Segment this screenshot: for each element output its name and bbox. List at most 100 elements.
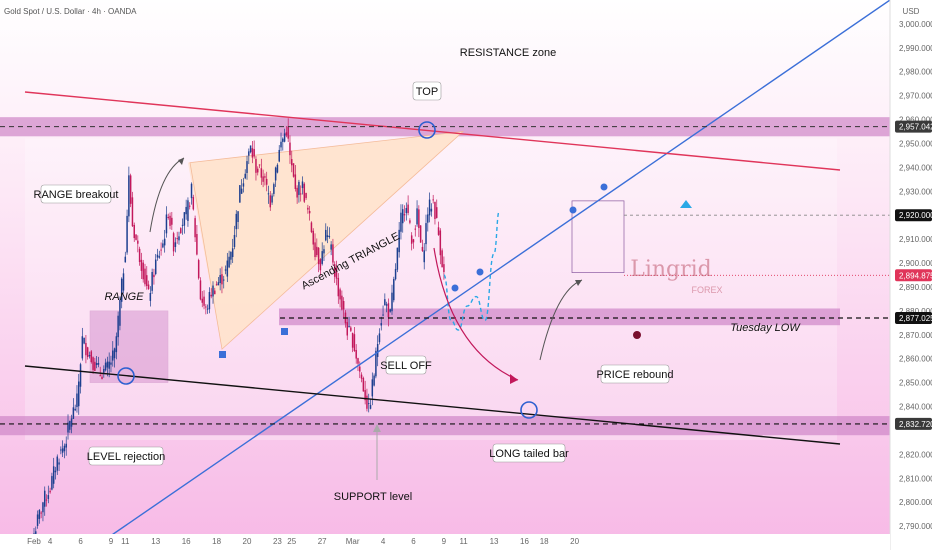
candle-body xyxy=(276,164,279,173)
candle-body xyxy=(414,228,417,230)
x-tick-label: 20 xyxy=(570,537,579,546)
candle-body xyxy=(106,361,109,368)
candle-body xyxy=(133,224,135,239)
support-level-label: SUPPORT level xyxy=(334,491,412,503)
candle-body xyxy=(437,227,440,235)
candle-body xyxy=(328,236,331,238)
candle-body xyxy=(307,207,309,210)
trendline-touch-dot xyxy=(451,284,459,292)
candle-body xyxy=(341,295,343,310)
candle-body xyxy=(317,247,320,265)
y-tick-label: 2,800.000 xyxy=(899,498,932,507)
candle-body xyxy=(60,449,62,451)
candle-body xyxy=(221,274,223,285)
candle-body xyxy=(153,274,155,278)
candle-body xyxy=(226,260,229,277)
candle-body xyxy=(278,149,280,162)
eye-marker xyxy=(633,331,641,339)
candle-body xyxy=(258,164,261,166)
candle-body xyxy=(369,404,372,409)
candle-body xyxy=(357,358,359,364)
candle-body xyxy=(296,187,298,198)
candle-body xyxy=(131,197,134,227)
candle-body xyxy=(427,214,429,223)
candle-body xyxy=(95,363,98,366)
candle-body xyxy=(215,284,218,286)
candle-body xyxy=(235,213,238,230)
candle-body xyxy=(72,407,75,419)
candle-body xyxy=(273,184,275,194)
candle-body xyxy=(81,336,84,359)
candle-body xyxy=(255,158,257,173)
sell-off-arrow xyxy=(433,247,519,381)
trendline-touch-dot xyxy=(569,206,577,214)
candle-body xyxy=(389,309,391,312)
candle-body xyxy=(355,350,357,359)
trendline-touch-dot xyxy=(600,183,608,191)
candle-body xyxy=(78,381,80,407)
candle-body xyxy=(56,456,59,471)
candle-body xyxy=(217,282,220,286)
descending-support-line xyxy=(24,365,841,445)
highlight-circle xyxy=(117,367,135,385)
candle-body xyxy=(325,229,327,241)
candle-body xyxy=(79,364,82,387)
candle-body xyxy=(257,168,259,173)
candle-body xyxy=(183,212,186,226)
candle-body xyxy=(174,242,177,247)
candle-body xyxy=(271,195,273,203)
y-tick-label: 2,880.000 xyxy=(899,307,932,316)
price-tag-box xyxy=(895,269,932,282)
candle-body xyxy=(40,512,42,514)
long-tailed-bar-label: LONG tailed bar xyxy=(489,448,569,460)
price-tag-label: 2,920.000 xyxy=(899,211,932,220)
candle-body xyxy=(436,207,438,218)
candle-body xyxy=(103,368,105,373)
candle-body xyxy=(378,333,381,343)
candle-body xyxy=(126,215,128,253)
candle-body xyxy=(112,350,114,361)
x-tick-label: 13 xyxy=(490,537,499,546)
candle-body xyxy=(316,246,318,256)
price-rebound-label-box xyxy=(600,364,670,384)
candle-body xyxy=(248,151,250,156)
candle-body xyxy=(264,176,266,178)
candle-body xyxy=(129,175,132,204)
candle-body xyxy=(419,225,422,243)
candle-body xyxy=(439,230,442,256)
candle-body xyxy=(285,132,288,136)
candle-body xyxy=(214,290,216,295)
price-tag-label: 2,877.025 xyxy=(899,314,932,323)
candle-body xyxy=(74,408,76,411)
x-tick-label: 11 xyxy=(121,537,130,546)
candle-body xyxy=(92,357,94,370)
candle-body xyxy=(192,197,195,210)
candle-body xyxy=(384,299,386,306)
candle-body xyxy=(333,264,336,277)
y-tick-label: 2,790.000 xyxy=(899,522,932,531)
candle-body xyxy=(409,220,411,223)
candle-body xyxy=(160,249,162,251)
candle-body xyxy=(351,332,354,348)
candle-body xyxy=(362,377,365,392)
x-tick-label: 9 xyxy=(442,537,447,546)
candle-body xyxy=(400,212,402,232)
y-tick-label: 2,890.000 xyxy=(899,283,932,292)
y-tick-label: 2,810.000 xyxy=(899,474,932,483)
candle-body xyxy=(147,284,150,290)
candle-body xyxy=(394,269,397,280)
candle-body xyxy=(403,214,406,216)
candle-body xyxy=(364,390,366,401)
range-box xyxy=(89,310,169,383)
candle-body xyxy=(70,418,73,427)
candle-body xyxy=(137,240,139,244)
candle-body xyxy=(321,251,323,264)
candle-body xyxy=(144,268,146,285)
resistance-zone-label: RESISTANCE zone xyxy=(460,47,556,59)
candle-body xyxy=(294,174,297,190)
candle-body xyxy=(99,375,101,377)
candle-body xyxy=(432,199,434,201)
candle-body xyxy=(149,292,152,301)
range-breakout-label-box xyxy=(40,184,112,204)
candle-body xyxy=(375,350,377,377)
